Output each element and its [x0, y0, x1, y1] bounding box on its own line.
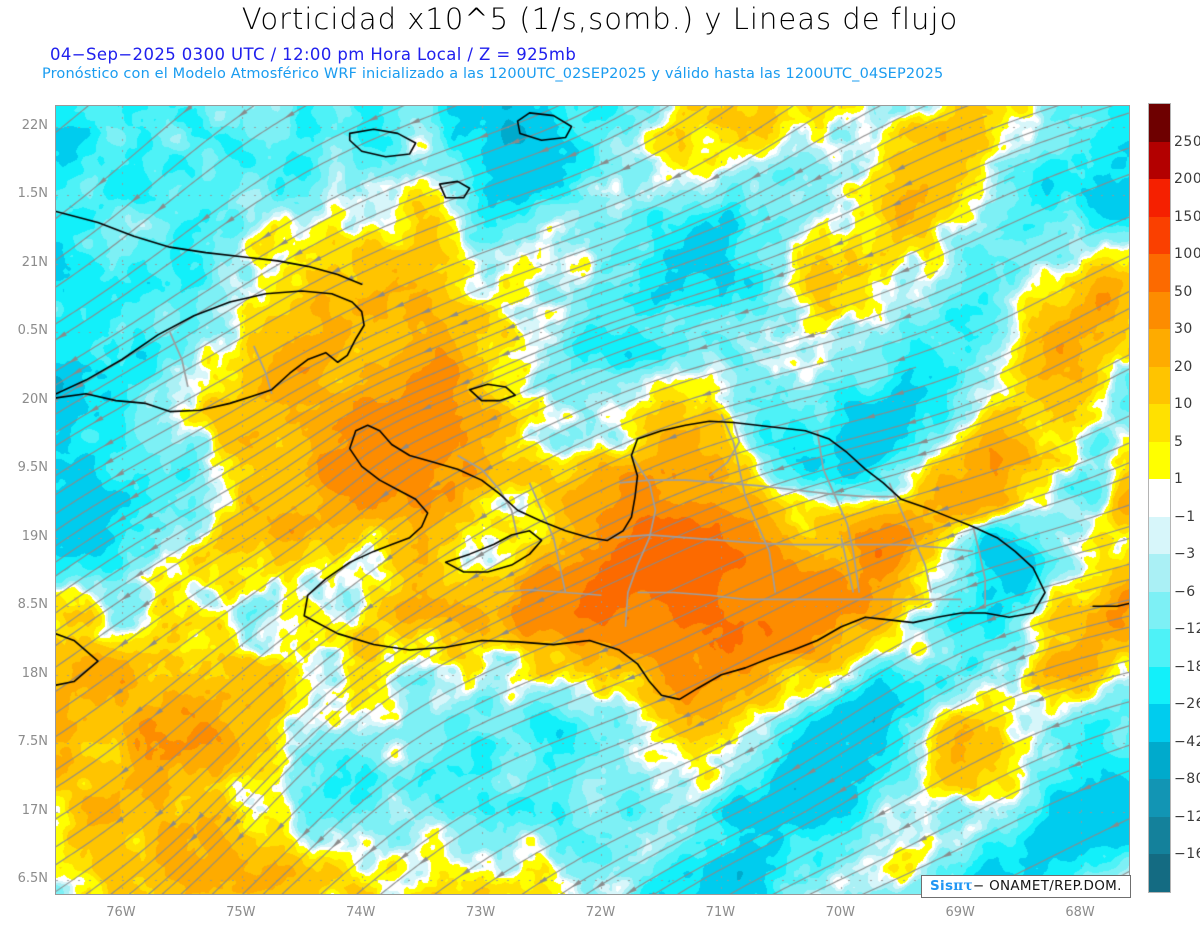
colorbar-tick-label: 20 [1174, 358, 1193, 375]
colorbar-swatch [1149, 479, 1170, 517]
lat-tick-label: 21N [21, 254, 48, 270]
colorbar-tick-label: −18 [1174, 658, 1200, 675]
lat-tick-label: 18N [21, 665, 48, 681]
credit-agency-text: − ONAMET/REP.DOM. [972, 878, 1122, 894]
colorbar-tick-label: −6 [1174, 583, 1196, 600]
colorbar-tick-label: 250 [1174, 133, 1200, 150]
colorbar-tick-label: 30 [1174, 321, 1193, 338]
page-title: Vorticidad x10^5 (1/s,somb.) y Lineas de… [241, 2, 959, 36]
colorbar-swatch [1149, 816, 1170, 855]
map-plot-area[interactable] [55, 105, 1130, 895]
lat-tick-label: 20N [21, 391, 48, 407]
lon-tick-label: 70W [825, 905, 855, 920]
lat-tick-label: 6.5N [17, 871, 48, 887]
attribution-badge: Sisπτ− ONAMET/REP.DOM. [921, 875, 1131, 898]
lat-tick-label: 9.5N [17, 460, 48, 476]
colorbar-tick-label: 50 [1174, 283, 1193, 300]
colorbar-swatch [1149, 704, 1170, 742]
sis-logo-text: Sis [930, 878, 954, 894]
colorbar-tick-label: −1 [1174, 508, 1196, 525]
colorbar-tick-label: −12 [1174, 621, 1200, 638]
lon-tick-label: 71W [705, 905, 736, 920]
colorbar-swatch [1149, 254, 1170, 292]
colorbar-swatch [1149, 666, 1170, 705]
colorbar-tick-label: −80 [1174, 771, 1200, 788]
colorbar-tick-label: 200 [1174, 171, 1200, 188]
colorbar-swatch [1149, 516, 1170, 555]
colorbar-tick-label: −3 [1174, 546, 1196, 563]
lat-tick-label: 8.5N [17, 597, 48, 613]
lat-tick-label: 1.5N [17, 186, 48, 202]
colorbar-swatch [1149, 141, 1170, 180]
colorbar-swatch [1149, 854, 1170, 892]
colorbar-swatch [1149, 404, 1170, 442]
colorbar-swatch [1149, 591, 1170, 630]
vorticity-field-canvas [56, 106, 1129, 894]
colorbar-tick-label: 5 [1174, 433, 1184, 450]
lon-tick-label: 74W [346, 905, 376, 920]
colorbar-tick-label: −26 [1174, 696, 1200, 713]
colorbar-swatch [1149, 104, 1170, 142]
colorbar-swatch [1149, 779, 1170, 817]
lat-tick-label: 0.5N [17, 323, 48, 339]
lon-tick-label: 69W [945, 905, 975, 920]
lon-tick-label: 76W [106, 905, 136, 920]
colorbar-tick-label: 100 [1174, 246, 1200, 263]
colorbar-swatch [1149, 741, 1170, 780]
subtitle-model-info: Pronóstico con el Modelo Atmosférico WRF… [42, 66, 944, 82]
colorbar-swatch [1149, 291, 1170, 330]
lat-tick-label: 17N [21, 802, 48, 818]
colorbar-swatch [1149, 179, 1170, 217]
lat-tick-label: 19N [21, 528, 48, 544]
lon-tick-label: 68W [1065, 905, 1095, 920]
pi-logo-glyph: πτ [953, 878, 973, 894]
lon-tick-label: 73W [465, 905, 496, 920]
colorbar-tick-label: 150 [1174, 208, 1200, 225]
colorbar-swatch [1149, 441, 1170, 480]
lon-tick-label: 72W [585, 905, 616, 920]
lon-tick-label: 75W [226, 905, 256, 920]
colorbar-tick-labels: 250 200 150 100 50 30 20 10 5 1 −1 −3 −6 −12 −18 −26 −42… [1174, 103, 1200, 893]
colorbar-tick-label: 1 [1174, 471, 1184, 488]
colorbar-swatch [1149, 554, 1170, 592]
colorbar-swatch [1149, 329, 1170, 367]
lat-tick-label: 22N [21, 117, 48, 133]
colorbar-swatch [1149, 216, 1170, 255]
colorbar-swatch [1149, 366, 1170, 405]
subtitle-valid-time: 04−Sep−2025 0300 UTC / 12:00 pm Hora Loc… [50, 45, 577, 64]
colorbar-swatch [1149, 629, 1170, 667]
colorbar-tick-label: 10 [1174, 396, 1193, 413]
colorbar-tick-label: −42 [1174, 733, 1200, 750]
colorbar-tick-label: −160 [1174, 846, 1200, 863]
lat-tick-label: 7.5N [17, 734, 48, 750]
vorticity-colorbar [1148, 103, 1171, 893]
colorbar-tick-label: −120 [1174, 808, 1200, 825]
